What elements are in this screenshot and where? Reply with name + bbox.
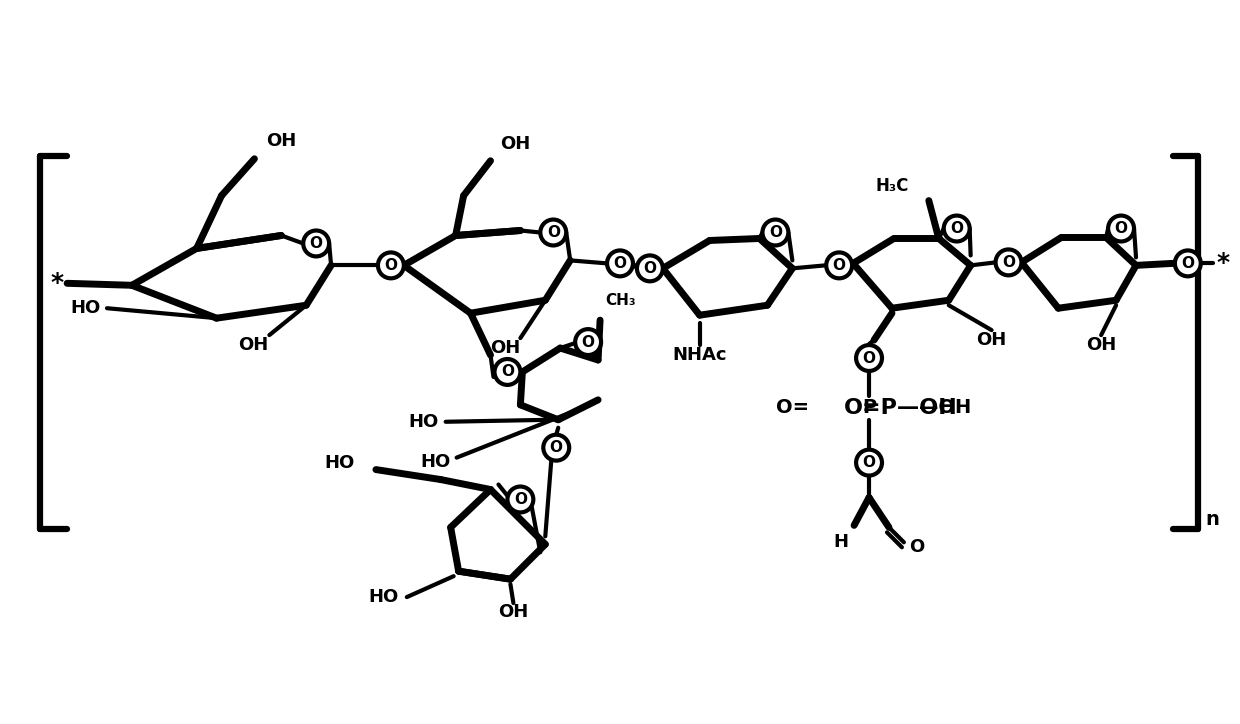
Text: OH: OH xyxy=(976,331,1007,349)
Text: NHAc: NHAc xyxy=(672,346,727,364)
Text: O: O xyxy=(384,258,397,273)
Circle shape xyxy=(944,216,970,242)
Text: *: * xyxy=(1216,251,1229,275)
Text: OH: OH xyxy=(498,603,528,621)
Text: OH: OH xyxy=(267,132,296,150)
Circle shape xyxy=(826,253,852,278)
Text: n: n xyxy=(1205,510,1220,529)
Circle shape xyxy=(378,253,404,278)
Circle shape xyxy=(856,345,882,371)
Text: O=P—OH: O=P—OH xyxy=(844,397,957,418)
Circle shape xyxy=(763,219,789,245)
Text: OH: OH xyxy=(1086,336,1116,354)
Text: O: O xyxy=(582,334,595,350)
Text: H₃C: H₃C xyxy=(875,177,909,195)
Text: O: O xyxy=(1182,256,1194,271)
Text: CH₃: CH₃ xyxy=(605,292,636,308)
Text: O: O xyxy=(644,261,656,276)
Text: HO: HO xyxy=(324,454,355,471)
Text: O: O xyxy=(501,364,513,379)
Text: H: H xyxy=(833,534,848,551)
Text: HO: HO xyxy=(420,452,451,471)
Text: P: P xyxy=(862,398,877,417)
Text: O: O xyxy=(513,492,527,507)
Text: O: O xyxy=(310,236,322,251)
Text: O: O xyxy=(614,256,626,271)
Text: HO: HO xyxy=(69,299,100,317)
Circle shape xyxy=(996,250,1022,275)
Circle shape xyxy=(507,487,533,513)
Text: O: O xyxy=(1115,221,1127,236)
Text: OH: OH xyxy=(500,135,531,153)
Circle shape xyxy=(608,251,632,277)
Circle shape xyxy=(541,219,567,245)
Text: O: O xyxy=(950,221,963,236)
Text: O: O xyxy=(909,538,925,556)
Text: O: O xyxy=(863,350,875,366)
Circle shape xyxy=(1174,251,1200,277)
Text: OH: OH xyxy=(238,336,269,354)
Circle shape xyxy=(1109,216,1135,242)
Circle shape xyxy=(575,329,601,355)
Text: *: * xyxy=(51,272,63,295)
Text: O: O xyxy=(863,455,875,470)
Circle shape xyxy=(637,256,663,282)
Text: O: O xyxy=(832,258,846,273)
Text: —OH: —OH xyxy=(919,398,971,417)
Text: O: O xyxy=(1002,255,1016,270)
Text: O: O xyxy=(549,440,563,455)
Text: HO: HO xyxy=(409,413,439,431)
Text: OH: OH xyxy=(490,339,521,357)
Circle shape xyxy=(304,230,329,256)
Text: O=: O= xyxy=(776,398,810,417)
Text: O: O xyxy=(547,225,559,240)
Circle shape xyxy=(543,434,569,460)
Text: HO: HO xyxy=(368,588,399,606)
Circle shape xyxy=(856,450,882,476)
Circle shape xyxy=(495,359,521,385)
Text: O: O xyxy=(769,225,782,240)
